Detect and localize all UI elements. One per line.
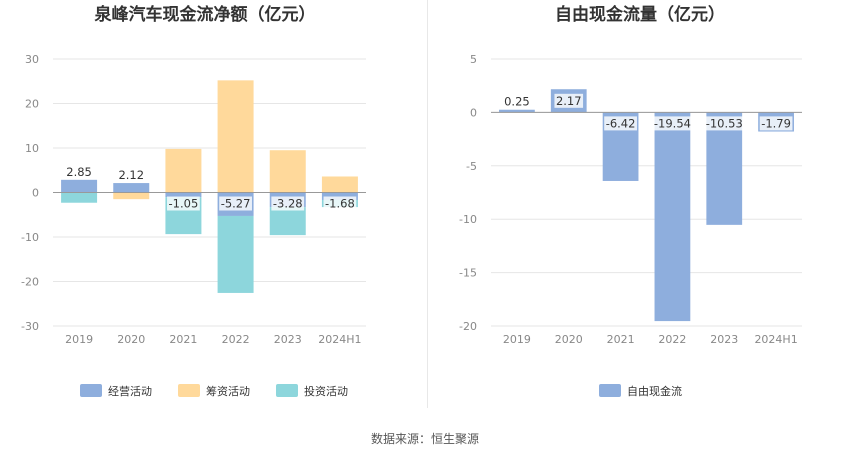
y-tick-label: 30: [25, 53, 39, 66]
bar-financing-2020: [113, 192, 150, 200]
cashflow-chart: 30 20 10 0 -10 -20 -30 2.85 2.12 -1.05 -5.27 -3.28 -…: [21, 53, 366, 346]
x-tick-label: 2021: [607, 333, 635, 346]
bar-investing-2023: [269, 207, 306, 236]
data-label-bg: [219, 196, 252, 211]
bar-investing-2019: [61, 192, 98, 203]
fcf-legend: 自由现金流: [599, 384, 682, 398]
chart-title-cashflow: 泉峰汽车现金流净额（亿元）: [94, 4, 316, 25]
x-tick-label: 2019: [503, 333, 531, 346]
data-label-bg: [554, 93, 584, 108]
legend-label-investing: 投资活动: [304, 384, 348, 398]
data-label-bg: [64, 164, 94, 179]
x-tick-label: 2023: [274, 333, 302, 346]
legend-swatch-investing: [276, 384, 298, 397]
chart-title-fcf: 自由现金流量（亿元）: [555, 4, 725, 25]
data-label-bg: [271, 196, 305, 211]
bar-financing-2024H1: [321, 176, 358, 193]
bar-operating-2021: [165, 192, 202, 198]
x-tick-label: 2024H1: [318, 333, 361, 346]
y-tick-label: -20: [459, 320, 477, 333]
data-label-bg: [759, 116, 793, 131]
bar-financing-2023: [269, 150, 306, 193]
data-label-bg: [704, 116, 745, 131]
legend-label-fcf: 自由现金流: [627, 384, 682, 398]
legend-swatch-fcf: [599, 384, 621, 397]
bar-financing-2022: [217, 80, 254, 193]
data-label-bg: [502, 94, 532, 109]
data-label-bg: [604, 116, 637, 131]
data-label-2022: -5.27: [221, 197, 251, 211]
x-tick-label: 2024H1: [754, 333, 797, 346]
y-tick-label: -30: [21, 320, 39, 333]
fcf-chart: 5 0 -5 -10 -15 -20 0.25 2.17 -6.42 -19.54 -10.53 -1…: [459, 53, 802, 346]
x-tick-label: 2019: [65, 333, 93, 346]
bar-investing-2022: [217, 215, 254, 293]
y-tick-label: 20: [25, 98, 39, 111]
y-tick-label: 0: [32, 187, 39, 200]
bar-financing-2021: [165, 148, 202, 193]
data-label-2024H1: -1.68: [325, 197, 355, 211]
data-label-2024H1: -1.79: [761, 116, 791, 130]
x-tick-label: 2023: [710, 333, 738, 346]
panel-divider: [427, 0, 428, 408]
source-note: 数据来源：恒生聚源: [371, 431, 479, 446]
y-tick-label: 10: [25, 142, 39, 155]
x-tick-label: 2022: [222, 333, 250, 346]
legend-label-operating: 经营活动: [108, 384, 152, 398]
bar-operating-2019: [61, 179, 98, 193]
data-label-bg: [116, 168, 146, 183]
data-label-2022: -19.54: [654, 116, 691, 130]
bar-fcf-2022: [654, 112, 691, 322]
data-label-2021: -6.42: [606, 116, 636, 130]
legend-label-financing: 筹资活动: [206, 384, 250, 398]
y-tick-label: 5: [470, 53, 477, 66]
data-label-2023: -10.53: [706, 116, 743, 130]
data-label-2020: 2.17: [556, 94, 582, 108]
data-label-bg: [652, 116, 693, 131]
data-label-2019: 2.85: [66, 165, 92, 179]
y-tick-label: -10: [459, 213, 477, 226]
y-tick-label: -10: [21, 231, 39, 244]
legend-swatch-operating: [80, 384, 102, 397]
bar-fcf-2023: [706, 112, 743, 225]
y-tick-label: -15: [459, 267, 477, 280]
y-tick-label: -20: [21, 276, 39, 289]
data-label-bg: [167, 196, 200, 211]
x-tick-label: 2022: [658, 333, 686, 346]
x-tick-label: 2021: [169, 333, 197, 346]
cashflow-legend: 经营活动 筹资活动 投资活动: [80, 384, 348, 398]
x-tick-label: 2020: [555, 333, 583, 346]
bar-operating-2024H1: [321, 192, 358, 200]
bar-fcf-2019: [499, 109, 535, 113]
data-label-2021: -1.05: [169, 197, 199, 211]
y-tick-label: 0: [470, 106, 477, 119]
data-label-bg: [323, 196, 357, 211]
data-label-2020: 2.12: [118, 168, 144, 182]
data-label-2019: 0.25: [504, 95, 530, 109]
data-label-2023: -3.28: [273, 197, 303, 211]
x-tick-label: 2020: [117, 333, 145, 346]
legend-swatch-financing: [178, 384, 200, 397]
bar-operating-2020: [113, 183, 150, 193]
y-tick-label: -5: [466, 160, 477, 173]
